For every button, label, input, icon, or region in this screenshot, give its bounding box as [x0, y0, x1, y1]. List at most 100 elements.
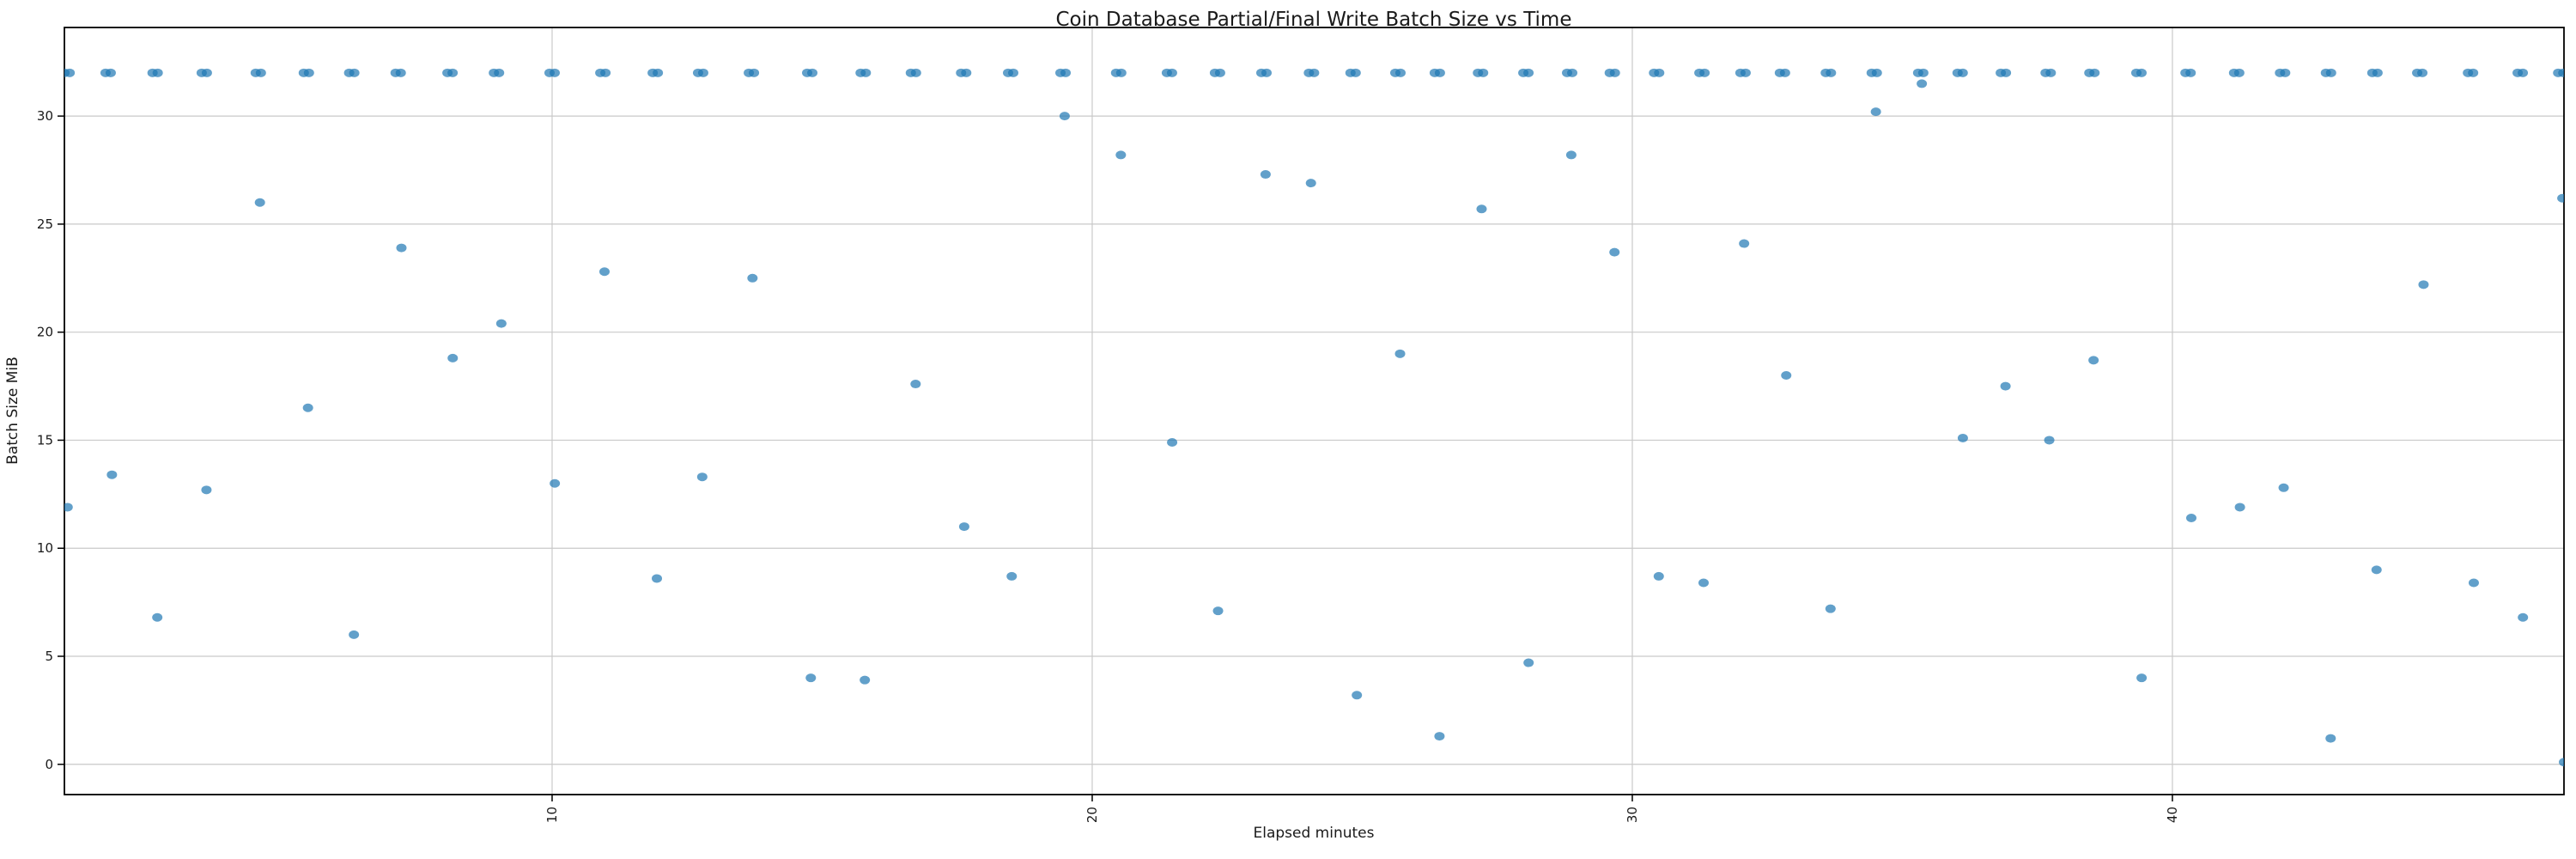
- full-write-dot: [1214, 68, 1225, 77]
- tick-labels: 0 5 10 15 20 25 30 10 20 30 40: [37, 108, 2180, 823]
- full-write-dot: [2185, 68, 2196, 77]
- full-write-dot: [1957, 68, 1968, 77]
- full-write-dot: [2518, 68, 2529, 77]
- partial-write-dot: [1394, 349, 1406, 358]
- y-tick-label: 20: [37, 325, 53, 340]
- full-write-dot: [1740, 68, 1751, 77]
- partial-write-dot: [652, 574, 663, 583]
- full-write-dot: [1871, 68, 1882, 77]
- partial-write-dot: [598, 267, 610, 277]
- full-write-dot: [1779, 68, 1790, 77]
- partial-write-dot: [1609, 247, 1620, 257]
- partial-write-dot: [1870, 107, 1881, 117]
- plot-frame: [64, 27, 2565, 795]
- full-write-dot: [1523, 68, 1534, 77]
- partial-write-dot: [1523, 658, 1534, 667]
- full-write-dot: [1309, 68, 1320, 77]
- partial-write-dot: [2518, 612, 2529, 622]
- partial-write-dot: [1917, 79, 1928, 88]
- full-write-dot: [2372, 68, 2383, 77]
- partial-write-dot: [2559, 758, 2564, 767]
- full-write-dot: [2089, 68, 2100, 77]
- full-write-dot: [1609, 68, 1620, 77]
- partial-write-dot: [2088, 356, 2099, 365]
- partial-write-dot: [550, 478, 561, 488]
- x-tick-label: 40: [2165, 807, 2180, 823]
- full-write-dot: [1166, 68, 1177, 77]
- partial-write-dot: [2278, 483, 2289, 492]
- full-write-dot: [2325, 68, 2336, 77]
- partial-write-dot: [349, 630, 360, 639]
- partial-write-dot: [696, 472, 708, 482]
- full-write-dot: [255, 68, 266, 77]
- full-write-dot: [961, 68, 972, 77]
- full-write-dot: [600, 68, 611, 77]
- axis-ticks: [58, 115, 2173, 801]
- full-write-dot: [2468, 68, 2479, 77]
- partial-write-dot: [2044, 436, 2055, 445]
- full-write-dot: [910, 68, 921, 77]
- full-write-dot: [64, 68, 76, 77]
- partial-write-dot: [2136, 673, 2148, 683]
- y-tick-label: 25: [37, 216, 53, 232]
- full-write-dot: [1115, 68, 1127, 77]
- partial-write-dot: [1565, 150, 1577, 160]
- partial-write-dot: [1059, 112, 1070, 121]
- partial-write-dot: [1352, 691, 1363, 700]
- gridlines: [64, 27, 2564, 795]
- full-write-dot: [1261, 68, 1273, 77]
- x-tick-label: 30: [1625, 807, 1640, 823]
- partial-write-dot: [2468, 578, 2479, 588]
- full-write-dot: [395, 68, 406, 77]
- partial-write-dot: [447, 353, 459, 362]
- partial-write-dot: [1957, 433, 1968, 442]
- x-tick-label: 20: [1084, 807, 1100, 823]
- full-write-dot: [303, 68, 314, 77]
- partial-write-dot: [1167, 437, 1178, 447]
- partial-write-dot: [1653, 571, 1664, 581]
- full-write-dot: [1394, 68, 1406, 77]
- full-write-dot: [549, 68, 560, 77]
- partial-write-dot: [747, 273, 758, 283]
- full-write-dot: [105, 68, 116, 77]
- partial-write-dot: [860, 675, 871, 685]
- partial-write-dot: [1260, 170, 1271, 180]
- partial-write-dot: [1006, 571, 1018, 581]
- full-write-dot: [1917, 68, 1929, 77]
- data-points: [64, 68, 2564, 767]
- y-tick-label: 5: [45, 649, 53, 664]
- x-tick-label: 10: [544, 807, 560, 823]
- full-write-dot: [201, 68, 212, 77]
- partial-write-dot: [2000, 381, 2011, 391]
- full-write-dot: [2045, 68, 2057, 77]
- chart-title: Coin Database Partial/Final Write Batch …: [1056, 9, 1572, 31]
- partial-write-dot: [910, 380, 921, 389]
- partial-write-dot: [1781, 370, 1792, 380]
- full-write-dot: [653, 68, 664, 77]
- full-write-dot: [2558, 68, 2564, 77]
- full-write-dot: [2280, 68, 2291, 77]
- full-write-dot: [152, 68, 163, 77]
- partial-write-dot: [1212, 606, 1224, 616]
- partial-write-dot: [302, 403, 313, 412]
- partial-write-dot: [2557, 193, 2564, 203]
- full-write-dot: [1567, 68, 1578, 77]
- full-write-dot: [697, 68, 708, 77]
- full-write-dot: [1060, 68, 1072, 77]
- y-tick-label: 10: [37, 540, 53, 556]
- partial-write-dot: [2185, 514, 2196, 523]
- partial-write-dot: [254, 198, 265, 207]
- full-write-dot: [807, 68, 818, 77]
- partial-write-dot: [1739, 239, 1750, 248]
- partial-write-dot: [2371, 565, 2382, 575]
- partial-write-dot: [64, 503, 73, 512]
- y-axis-label: Batch Size MiB: [4, 356, 21, 465]
- full-write-dot: [1008, 68, 1019, 77]
- full-write-dot: [2136, 68, 2147, 77]
- partial-write-dot: [1825, 604, 1836, 613]
- partial-write-dot: [1434, 732, 1445, 741]
- full-write-dot: [1350, 68, 1361, 77]
- partial-write-dot: [958, 522, 969, 532]
- full-write-dot: [2001, 68, 2012, 77]
